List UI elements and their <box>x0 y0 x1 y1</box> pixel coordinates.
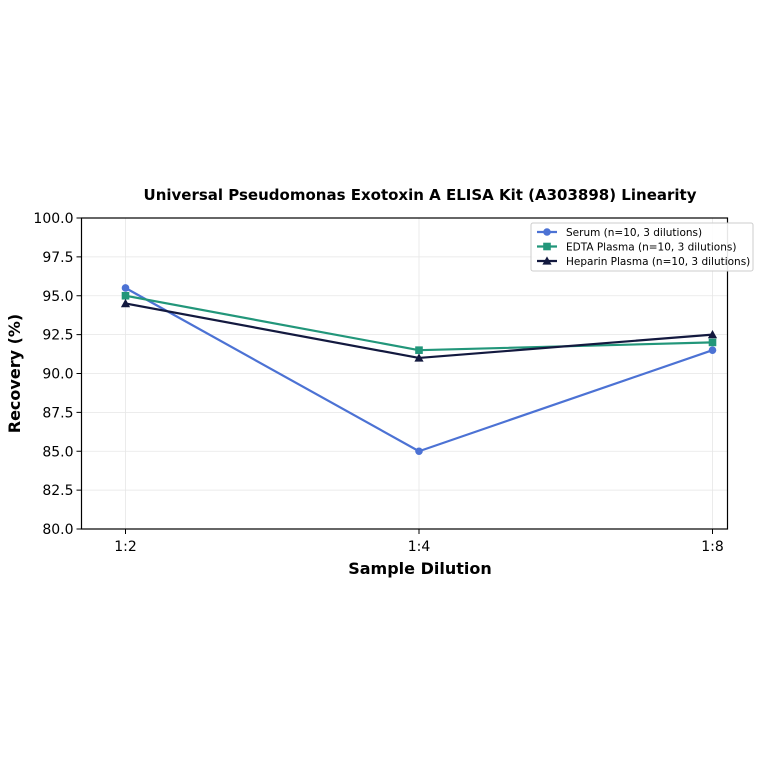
y-tick-label: 85.0 <box>42 444 73 460</box>
y-tick-label: 97.5 <box>42 250 73 266</box>
legend: Serum (n=10, 3 dilutions) EDTA Plasma (n=… <box>530 222 754 272</box>
data-point <box>708 338 717 347</box>
y-tick-label: 95.0 <box>42 289 73 305</box>
series-3 <box>120 298 718 362</box>
y-tick-label: 82.5 <box>42 483 73 499</box>
legend-marker <box>543 242 551 251</box>
y-tick-label: 100.0 <box>33 211 73 227</box>
data-point <box>414 353 424 362</box>
x-axis-ticks: 1:2 1:4 1:8 <box>114 529 724 555</box>
x-tick-label: 1:4 <box>408 539 431 555</box>
y-axis-ticks: 80.0 82.5 85.0 87.5 90.0 92.5 95.0 97.5 100.0 <box>33 211 82 538</box>
legend-label: Heparin Plasma (n=10, 3 dilutions) <box>566 256 750 268</box>
data-point <box>121 284 130 292</box>
x-axis-label: Sample Dilution <box>348 559 492 578</box>
chart-title: Universal Pseudomonas Exotoxin A ELISA K… <box>144 186 697 204</box>
y-tick-label: 80.0 <box>42 522 73 538</box>
x-tick-label: 1:8 <box>701 539 724 555</box>
data-point <box>707 330 718 339</box>
legend-marker <box>542 256 552 265</box>
data-point <box>121 291 130 300</box>
x-tick-label: 1:2 <box>114 539 137 555</box>
y-axis-label: Recovery (%) <box>5 314 24 433</box>
legend-box <box>530 222 754 272</box>
data-point <box>415 346 423 354</box>
legend-label: EDTA Plasma (n=10, 3 dilutions) <box>566 242 736 254</box>
legend-label: Serum (n=10, 3 dilutions) <box>566 227 702 239</box>
legend-entry: Serum (n=10, 3 dilutions) <box>537 227 702 239</box>
data-point <box>120 298 131 308</box>
legend-entry: EDTA Plasma (n=10, 3 dilutions) <box>537 242 736 254</box>
data-point <box>708 346 717 354</box>
series-2 <box>121 291 717 354</box>
legend-entry: Heparin Plasma (n=10, 3 dilutions) <box>537 256 750 268</box>
y-tick-label: 92.5 <box>42 328 73 344</box>
series-layer <box>120 284 718 456</box>
legend-marker <box>543 228 551 236</box>
y-tick-label: 87.5 <box>42 405 73 421</box>
y-tick-label: 90.0 <box>42 367 73 383</box>
data-point <box>415 447 423 456</box>
series-1 <box>121 284 717 456</box>
